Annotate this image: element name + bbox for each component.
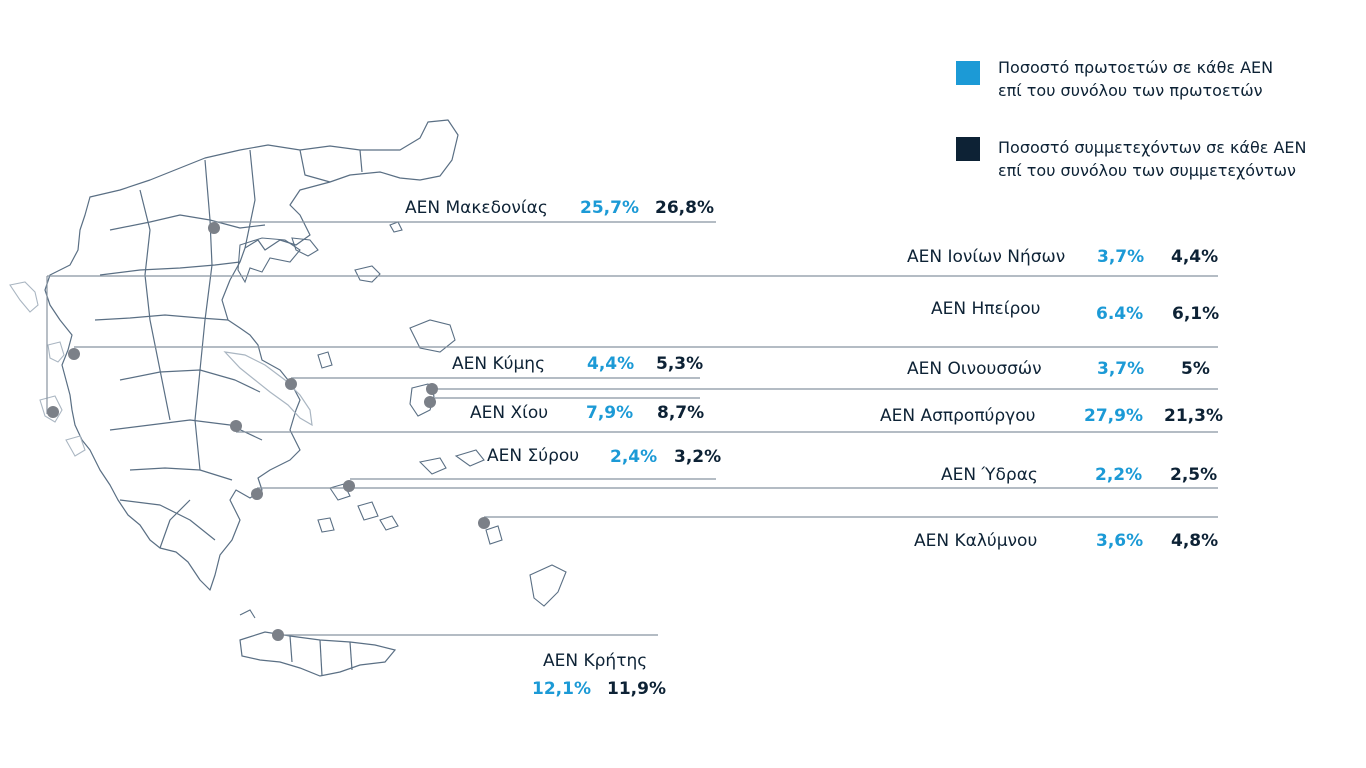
academy-first-ydras: 2,2% (1095, 465, 1143, 485)
academy-participants-ydras: 2,5% (1170, 465, 1218, 485)
academy-name-ipeirou: ΑΕΝ Ηπείρου (931, 299, 1041, 319)
legend-label-first-year: Ποσοστό πρωτοετών σε κάθε ΑΕΝ επί του συ… (998, 56, 1273, 102)
legend-swatch-participants (956, 137, 980, 161)
academy-participants-makedonias: 26,8% (655, 198, 714, 218)
academy-name-aspropyrgou: ΑΕΝ Ασπροπύργου (880, 406, 1036, 426)
legend-participants-line1: Ποσοστό συμμετεχόντων σε κάθε ΑΕΝ (998, 138, 1307, 157)
academy-participants-syrou: 3,2% (674, 447, 722, 467)
marker-syrou (343, 480, 355, 492)
academy-name-makedonias: ΑΕΝ Μακεδονίας (405, 198, 548, 218)
academy-participants-kritis: 11,9% (607, 679, 666, 699)
marker-makedonias (208, 222, 220, 234)
academy-first-makedonias: 25,7% (580, 198, 639, 218)
legend-first-line1: Ποσοστό πρωτοετών σε κάθε ΑΕΝ (998, 58, 1274, 77)
marker-kritis (272, 629, 284, 641)
academy-first-ionion: 3,7% (1097, 247, 1145, 267)
academy-participants-kalymnou: 4,8% (1171, 531, 1219, 551)
academy-name-oinousson: ΑΕΝ Οινουσσών (907, 359, 1042, 379)
academy-name-ydras: ΑΕΝ Ύδρας (941, 465, 1038, 485)
academy-first-kalymnou: 3,6% (1096, 531, 1144, 551)
marker-chiou (424, 396, 436, 408)
marker-kymis (285, 378, 297, 390)
marker-oinousson (426, 383, 438, 395)
academy-participants-aspropyrgou: 21,3% (1164, 406, 1223, 426)
legend-label-participants: Ποσοστό συμμετεχόντων σε κάθε ΑΕΝ επί το… (998, 136, 1307, 182)
legend-swatch-first-year (956, 61, 980, 85)
academy-name-kritis: ΑΕΝ Κρήτης (543, 651, 648, 671)
academy-participants-chiou: 8,7% (657, 403, 705, 423)
marker-aspropyrgou (230, 420, 242, 432)
academy-first-chiou: 7,9% (586, 403, 634, 423)
marker-kalymnou (478, 517, 490, 529)
academy-first-syrou: 2,4% (610, 447, 658, 467)
academy-participants-oinousson: 5% (1181, 359, 1210, 379)
academy-first-oinousson: 3,7% (1097, 359, 1145, 379)
academy-name-ionion: ΑΕΝ Ιονίων Νήσων (907, 247, 1066, 267)
marker-ipeirou (68, 348, 80, 360)
academy-first-ipeirou: 6.4% (1096, 304, 1144, 324)
academy-first-aspropyrgou: 27,9% (1084, 406, 1143, 426)
academy-participants-kymis: 5,3% (656, 354, 704, 374)
academy-name-kymis: ΑΕΝ Κύμης (452, 354, 546, 374)
map-outline (44, 119, 459, 591)
legend-first-line2: επί του συνόλου των πρωτοετών (998, 81, 1263, 100)
academy-participants-ionion: 4,4% (1171, 247, 1219, 267)
academy-name-kalymnou: ΑΕΝ Καλύμνου (914, 531, 1038, 551)
marker-ydras (251, 488, 263, 500)
academy-name-syrou: ΑΕΝ Σύρου (487, 446, 580, 466)
academy-first-kymis: 4,4% (587, 354, 635, 374)
academy-markers (47, 222, 490, 641)
academy-participants-ipeirou: 6,1% (1172, 304, 1220, 324)
marker-ionion (47, 406, 59, 418)
leader-lines (46, 221, 1218, 636)
legend-participants-line2: επί του συνόλου των συμμετεχόντων (998, 161, 1296, 180)
academy-name-chiou: ΑΕΝ Χίου (470, 403, 549, 423)
academy-first-kritis: 12,1% (532, 679, 591, 699)
